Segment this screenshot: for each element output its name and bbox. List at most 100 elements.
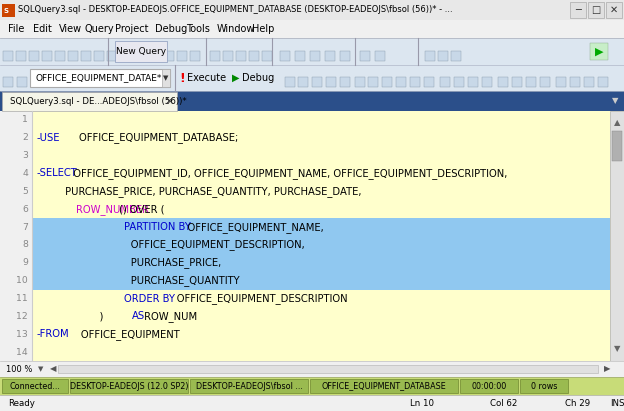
Bar — [340, 51, 350, 61]
Bar — [94, 51, 104, 61]
Text: ×: × — [164, 97, 173, 106]
Text: ▲: ▲ — [614, 118, 620, 127]
Text: ROW_NUM: ROW_NUM — [141, 311, 197, 322]
Text: Debug: Debug — [242, 73, 275, 83]
Text: () OVER (: () OVER ( — [119, 204, 165, 214]
Bar — [590, 43, 608, 60]
Bar — [2, 4, 15, 17]
Text: DESKTOP-EADEOJS\fbsol ...: DESKTOP-EADEOJS\fbsol ... — [195, 381, 303, 390]
Bar — [382, 77, 392, 87]
Text: Help: Help — [252, 24, 275, 34]
Text: 13: 13 — [16, 330, 28, 339]
Text: Edit: Edit — [34, 24, 52, 34]
Bar — [584, 77, 594, 87]
Bar — [280, 51, 290, 61]
Bar — [512, 77, 522, 87]
Bar — [556, 77, 566, 87]
Bar — [612, 131, 622, 161]
Bar — [33, 236, 610, 254]
Text: OFFICE_EQUIPMENT_DATAE*: OFFICE_EQUIPMENT_DATAE* — [35, 74, 162, 83]
Bar — [588, 2, 604, 18]
Bar — [520, 379, 568, 393]
Bar — [17, 77, 27, 87]
Text: PURCHASE_PRICE,: PURCHASE_PRICE, — [37, 257, 222, 268]
Bar — [460, 379, 518, 393]
Text: Connected...: Connected... — [9, 381, 61, 390]
Text: Ln 10: Ln 10 — [410, 399, 434, 407]
Text: 2: 2 — [22, 133, 28, 142]
Bar — [138, 51, 148, 61]
Bar — [295, 51, 305, 61]
Text: OFFICE_EQUIPMENT: OFFICE_EQUIPMENT — [59, 329, 179, 339]
Bar — [451, 51, 461, 61]
Bar — [151, 51, 161, 61]
Text: 5: 5 — [22, 187, 28, 196]
Bar — [410, 77, 420, 87]
Bar — [375, 51, 385, 61]
Bar — [0, 361, 624, 377]
Text: 6: 6 — [22, 205, 28, 214]
Text: -USE: -USE — [37, 133, 61, 143]
Bar — [3, 51, 13, 61]
Text: OFFICE_EQUIPMENT_DATABASE: OFFICE_EQUIPMENT_DATABASE — [321, 381, 446, 390]
Text: Ch 29: Ch 29 — [565, 399, 590, 407]
Bar — [0, 377, 624, 395]
Bar — [190, 51, 200, 61]
Bar — [360, 51, 370, 61]
Text: ▼: ▼ — [614, 344, 620, 353]
Text: Tools: Tools — [186, 24, 210, 34]
Bar — [368, 77, 378, 87]
Bar — [285, 77, 295, 87]
Bar — [164, 51, 174, 61]
Text: 9: 9 — [22, 258, 28, 267]
Text: 14: 14 — [16, 348, 28, 357]
Bar — [526, 77, 536, 87]
Bar — [162, 69, 170, 87]
Bar — [210, 51, 220, 61]
Text: □: □ — [592, 5, 601, 15]
Bar — [0, 0, 624, 20]
Text: File: File — [8, 24, 24, 34]
Text: OFFICE_EQUIPMENT_ID, OFFICE_EQUIPMENT_NAME, OFFICE_EQUIPMENT_DESCRIPTION,: OFFICE_EQUIPMENT_ID, OFFICE_EQUIPMENT_NA… — [67, 168, 508, 179]
Text: 11: 11 — [16, 294, 28, 303]
Bar — [340, 77, 350, 87]
Text: 0 rows: 0 rows — [531, 381, 557, 390]
Bar — [540, 77, 550, 87]
Text: Col 62: Col 62 — [490, 399, 517, 407]
Text: SQLQuery3.sql - DE...ADEOJS\fbsol (56))*: SQLQuery3.sql - DE...ADEOJS\fbsol (56))* — [10, 97, 187, 106]
Bar — [223, 51, 233, 61]
Text: SQLQuery3.sql - DESKTOP-EADEOJS.OFFICE_EQUIPMENT_DATABASE (DESKTOP-EADEOJS\fbsol: SQLQuery3.sql - DESKTOP-EADEOJS.OFFICE_E… — [18, 5, 452, 14]
Bar — [58, 365, 598, 373]
Text: ◀: ◀ — [50, 365, 57, 374]
Bar — [425, 51, 435, 61]
Text: 100 %: 100 % — [6, 365, 32, 374]
Text: ▼: ▼ — [38, 366, 44, 372]
Bar — [42, 51, 52, 61]
Bar — [190, 379, 308, 393]
Text: AS: AS — [132, 312, 145, 321]
Text: 00:00:00: 00:00:00 — [471, 381, 507, 390]
Bar — [0, 111, 32, 361]
Text: OFFICE_EQUIPMENT_NAME,: OFFICE_EQUIPMENT_NAME, — [175, 222, 324, 233]
Bar — [70, 379, 188, 393]
Text: Debug: Debug — [155, 24, 188, 34]
Text: ▶: ▶ — [232, 73, 240, 83]
Text: S: S — [3, 8, 8, 14]
Text: Project: Project — [115, 24, 148, 34]
Bar — [2, 92, 177, 111]
Text: 8: 8 — [22, 240, 28, 249]
Text: ROW_NUMBER: ROW_NUMBER — [76, 204, 149, 215]
Text: ▶: ▶ — [604, 365, 610, 374]
Bar — [454, 77, 464, 87]
Bar — [298, 77, 308, 87]
Bar — [115, 41, 167, 62]
Text: Ready: Ready — [8, 399, 35, 407]
Text: 4: 4 — [22, 169, 28, 178]
Bar — [438, 51, 448, 61]
Text: ): ) — [37, 312, 107, 321]
Bar — [68, 51, 78, 61]
Text: OFFICE_EQUIPMENT_DESCRIPTION: OFFICE_EQUIPMENT_DESCRIPTION — [158, 293, 348, 304]
Text: View: View — [59, 24, 82, 34]
Text: ▼: ▼ — [612, 97, 618, 106]
Bar — [2, 379, 68, 393]
